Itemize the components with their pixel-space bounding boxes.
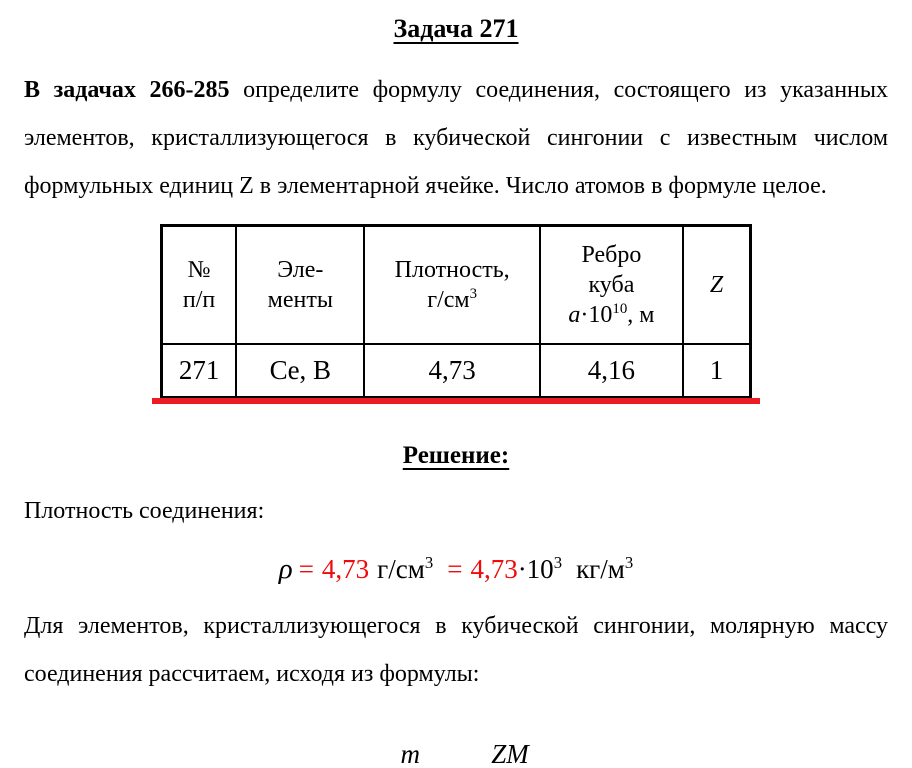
header-edge-mult: ·10 [580,301,613,328]
fraction-numerator-zm: ZM [463,732,557,768]
molar-mass-paragraph: Для элементов, кристаллизующегося в куби… [24,613,888,687]
cell-density: 4,73 [363,342,541,399]
equals-sign-2: = [447,554,463,584]
header-cell-number: № п/п [160,224,238,345]
header-density-unit: г/см [427,286,470,313]
page-title: Задача 271 [0,14,912,44]
table-data-row: 271 Ce, B 4,73 4,16 1 [160,342,752,399]
unit-kg-m-sup: 3 [624,553,634,572]
fraction-m-over: m [388,732,432,768]
header-density-line1: Плотность, [394,256,510,283]
header-elements-line2: менты [267,286,333,313]
header-edge-line2: куба [588,271,635,298]
unit-g-cm: г/см [377,554,425,584]
header-cell-cube-edge: Ребро куба a·1010, м [538,224,685,345]
equals-sign-4: = [440,761,455,768]
header-number-line1: № [187,256,211,283]
header-edge-variable: a [568,301,581,328]
cell-problem-number: 271 [160,342,238,399]
red-underline-bar [152,398,760,404]
header-cell-elements: Эле- менты [235,224,366,345]
density-formula: ρ = 4,73 г/см3 = 4,73·103 кг/м3 [0,553,912,586]
solution-heading-text: Решение: [402,442,510,469]
fraction-zm-over: ZM [463,732,557,768]
header-edge-sup: 10 [612,300,628,317]
header-density-sup: 3 [469,285,478,302]
power-of-ten-sup: 3 [553,553,563,572]
problem-data-table: № п/п Эле- менты Плотность, г/см3 Ребро … [160,224,752,399]
solution-heading: Решение: [0,442,912,470]
equals-sign-1: = [298,554,314,584]
cell-cube-edge: 4,16 [538,342,685,399]
rho-symbol-2: ρ [355,760,369,768]
equals-sign-3: = [369,761,384,768]
fraction-numerator-m: m [388,732,432,768]
density-statement: Плотность соединения: [24,498,265,524]
intro-lead-bold: В задачах 266-285 [24,77,230,103]
intro-paragraph: В задачах 266-285 определите формулу сое… [24,66,888,210]
header-cell-density: Плотность, г/см3 [363,224,541,345]
header-number-line2: п/п [182,286,216,313]
header-edge-line1: Ребро [581,241,642,268]
power-of-ten: ·10 [517,554,554,584]
intro-body-text: определите формулу соединения, состоящег… [24,77,888,199]
molar-mass-formula: ρ=m=ZM [0,730,912,768]
cell-elements: Ce, B [235,342,366,399]
unit-kg-m: кг/м [576,554,625,584]
cell-z: 1 [682,342,752,399]
page-title-text: Задача 271 [393,14,519,43]
density-value-2: 4,73 [470,554,518,584]
header-z-label: Z [709,271,724,298]
rho-symbol: ρ [278,553,293,585]
header-cell-z: Z [682,224,752,345]
header-elements-line1: Эле- [277,256,324,283]
table-header-row: № п/п Эле- менты Плотность, г/см3 Ребро … [160,224,752,345]
density-value-1: 4,73 [321,554,370,584]
unit-g-cm-sup: 3 [424,553,434,572]
header-edge-unit: , м [627,301,655,328]
